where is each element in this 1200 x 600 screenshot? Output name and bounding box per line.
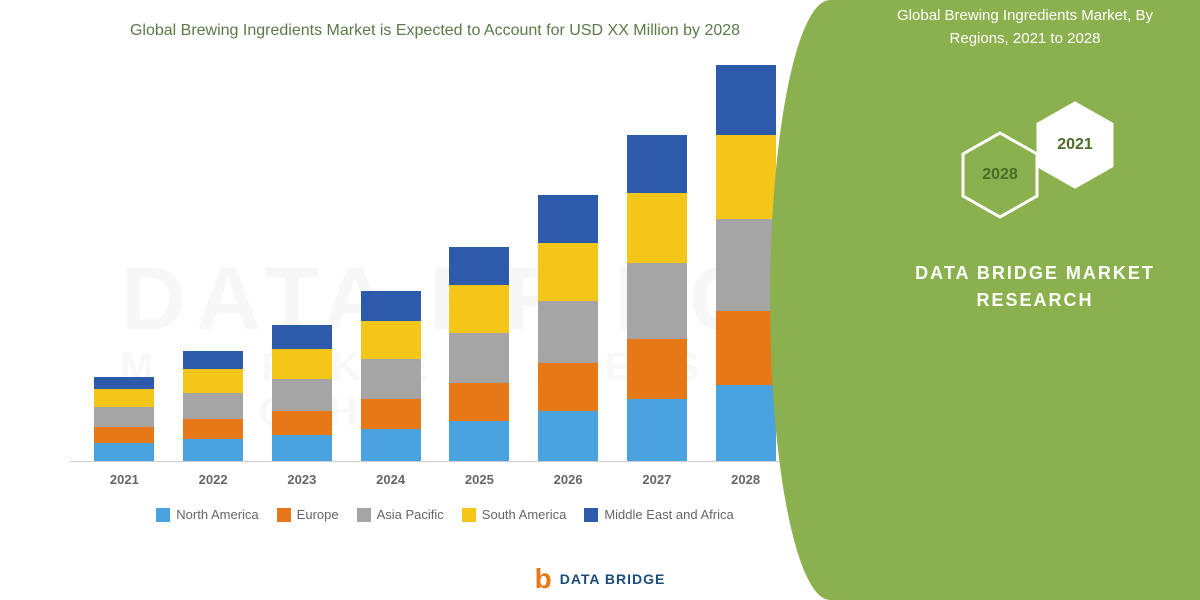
bar-segment — [94, 427, 154, 443]
bar-segment — [183, 393, 243, 419]
legend-swatch — [156, 508, 170, 522]
right-panel: Global Brewing Ingredients Market, By Re… — [830, 0, 1200, 600]
bar-segment — [449, 421, 509, 461]
legend-swatch — [462, 508, 476, 522]
legend-label: Europe — [297, 507, 339, 522]
legend-item: Europe — [277, 507, 339, 522]
legend-swatch — [357, 508, 371, 522]
bar-segment — [361, 429, 421, 461]
bar-segment — [361, 399, 421, 429]
hex2-label: 2021 — [1057, 136, 1093, 154]
bar-segment — [272, 349, 332, 379]
logo-mark-icon: b — [535, 563, 552, 595]
bottom-logo: b DATA BRIDGE — [535, 563, 666, 595]
x-axis-labels: 2021 2022 2023 2024 2025 2026 2027 2028 — [70, 472, 800, 487]
legend-item: Middle East and Africa — [584, 507, 733, 522]
x-axis-label: 2021 — [94, 472, 154, 487]
legend-item: South America — [462, 507, 567, 522]
brand-line1: DATA BRIDGE MARKET — [915, 263, 1155, 283]
bar-segment — [361, 291, 421, 321]
bar-segment — [272, 379, 332, 411]
bar-segment — [716, 311, 776, 385]
bar-segment — [272, 411, 332, 435]
bar-segment — [627, 339, 687, 399]
bar-segment — [538, 363, 598, 411]
bar-segment — [183, 351, 243, 369]
hex1-label: 2028 — [982, 166, 1018, 184]
legend-item: North America — [156, 507, 258, 522]
legend-label: Asia Pacific — [377, 507, 444, 522]
bar-segment — [538, 301, 598, 363]
legend-label: South America — [482, 507, 567, 522]
bar-segment — [183, 439, 243, 461]
hexagon-2028: 2028 — [960, 130, 1040, 220]
bar-segment — [183, 419, 243, 439]
right-panel-title: Global Brewing Ingredients Market, By Re… — [870, 5, 1180, 50]
bar-segment — [716, 219, 776, 311]
bar-group — [627, 135, 687, 461]
bar-segment — [449, 383, 509, 421]
x-axis-label: 2024 — [361, 472, 421, 487]
chart-legend: North America Europe Asia Pacific South Ame… — [70, 507, 820, 522]
bar-segment — [272, 325, 332, 349]
x-axis-label: 2026 — [538, 472, 598, 487]
bar-segment — [538, 195, 598, 243]
bar-group — [361, 291, 421, 461]
bar-segment — [183, 369, 243, 393]
bar-segment — [716, 385, 776, 461]
brand-text: DATA BRIDGE MARKET RESEARCH — [890, 260, 1180, 314]
legend-label: North America — [176, 507, 258, 522]
bar-segment — [716, 135, 776, 219]
bar-segment — [716, 65, 776, 135]
bar-segment — [449, 247, 509, 285]
bar-group — [449, 247, 509, 461]
bar-segment — [627, 135, 687, 193]
chart-area — [70, 62, 800, 462]
bar-segment — [627, 193, 687, 263]
x-axis-label: 2025 — [449, 472, 509, 487]
bar-segment — [272, 435, 332, 461]
legend-swatch — [584, 508, 598, 522]
bar-segment — [94, 407, 154, 427]
chart-container: Global Brewing Ingredients Market is Exp… — [50, 20, 820, 580]
x-axis-label: 2023 — [272, 472, 332, 487]
logo-text: DATA BRIDGE — [560, 571, 666, 587]
bar-segment — [627, 399, 687, 461]
bar-group — [272, 325, 332, 461]
bar-segment — [538, 243, 598, 301]
bar-segment — [94, 389, 154, 407]
bar-segment — [627, 263, 687, 339]
x-axis-label: 2027 — [627, 472, 687, 487]
x-axis-label: 2022 — [183, 472, 243, 487]
x-axis-label: 2028 — [716, 472, 776, 487]
chart-title: Global Brewing Ingredients Market is Exp… — [50, 20, 820, 42]
bar-segment — [449, 333, 509, 383]
legend-label: Middle East and Africa — [604, 507, 733, 522]
bar-group — [716, 65, 776, 461]
bar-segment — [538, 411, 598, 461]
legend-swatch — [277, 508, 291, 522]
bar-segment — [449, 285, 509, 333]
bar-group — [183, 351, 243, 461]
legend-item: Asia Pacific — [357, 507, 444, 522]
bar-segment — [94, 377, 154, 389]
bar-segment — [94, 443, 154, 461]
hexagon-2021: 2021 — [1035, 100, 1115, 190]
bar-segment — [361, 321, 421, 359]
bar-segment — [361, 359, 421, 399]
bar-group — [94, 377, 154, 461]
brand-line2: RESEARCH — [976, 290, 1093, 310]
bar-group — [538, 195, 598, 461]
